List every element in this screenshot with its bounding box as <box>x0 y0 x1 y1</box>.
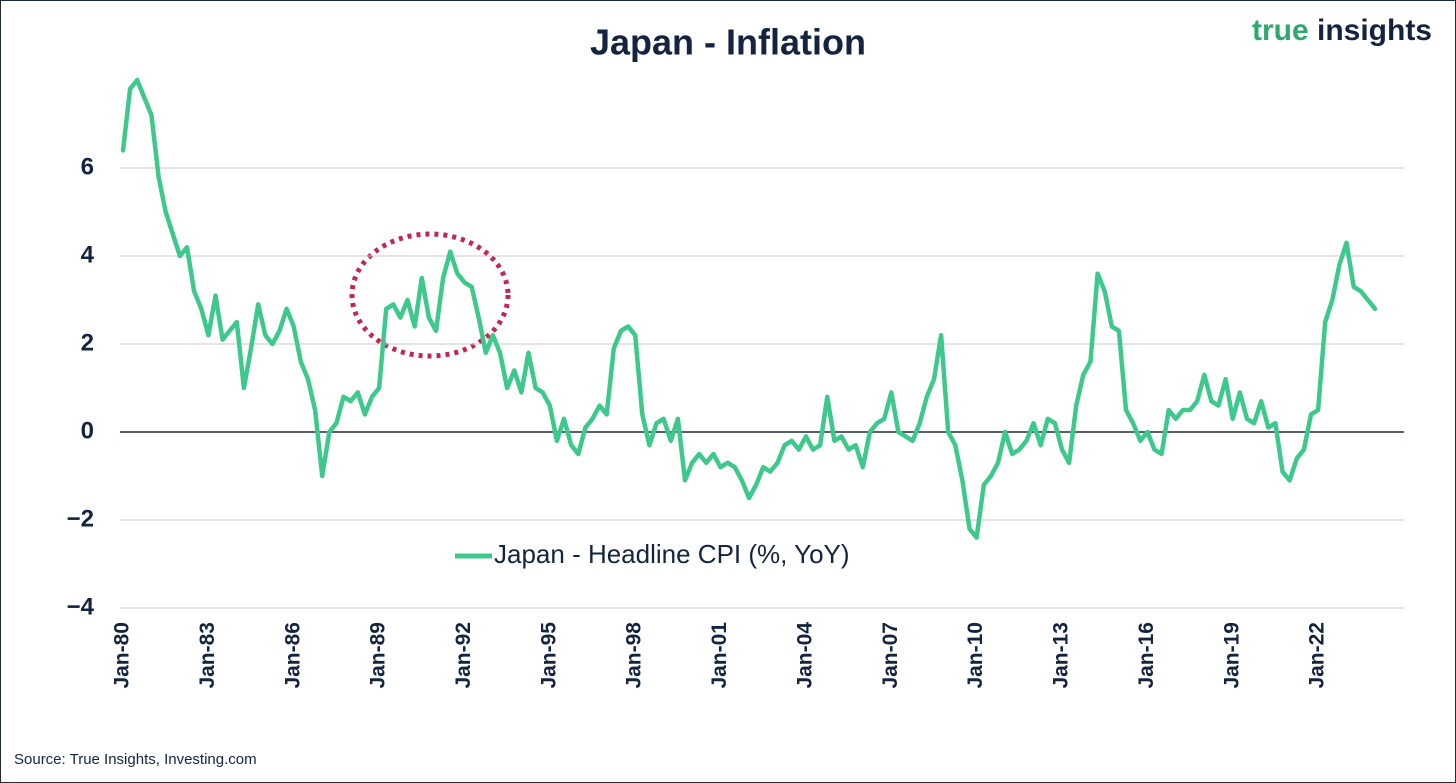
source: Source: True Insights, Investing.com <box>14 751 257 768</box>
y-tick-label: −2 <box>67 505 94 532</box>
y-tick-label: 0 <box>81 417 94 444</box>
brand-word: insights <box>1317 14 1432 47</box>
x-tick-label: Jan-80 <box>111 622 134 689</box>
y-tick-label: 2 <box>81 329 94 356</box>
x-tick-label: Jan-92 <box>452 622 475 689</box>
chart-title: Japan - Inflation <box>590 22 866 63</box>
x-tick-label: Jan-89 <box>367 622 390 689</box>
x-tick-label: Jan-83 <box>196 622 219 689</box>
brand: true insights <box>1252 14 1432 47</box>
series-line <box>120 77 1378 540</box>
x-tick-label: Jan-04 <box>793 622 816 689</box>
x-tick-label: Jan-10 <box>964 622 987 689</box>
y-tick-label: 4 <box>81 241 95 268</box>
y-tick-label: −4 <box>67 593 95 620</box>
brand-word: true <box>1252 14 1309 47</box>
x-tick-label: Jan-22 <box>1306 622 1329 689</box>
x-tick-label: Jan-19 <box>1220 622 1243 689</box>
x-tick-label: Jan-07 <box>879 622 902 689</box>
legend-label: Japan - Headline CPI (%, YoY) <box>494 539 850 569</box>
x-tick-label: Jan-98 <box>623 622 646 689</box>
x-tick-label: Jan-16 <box>1135 622 1158 689</box>
highlight-ellipse <box>349 231 511 359</box>
x-tick-label: Jan-95 <box>537 622 560 689</box>
plot: −4 −2 0 2 4 6 Jan-80 Jan-83 Jan-86 Jan-89 Jan-92 Ja… <box>67 77 1404 689</box>
x-tick-label: Jan-86 <box>281 622 304 689</box>
x-tick-label: Jan-01 <box>708 622 731 689</box>
y-tick-label: 6 <box>81 153 94 180</box>
x-tick-label: Jan-13 <box>1050 622 1073 689</box>
